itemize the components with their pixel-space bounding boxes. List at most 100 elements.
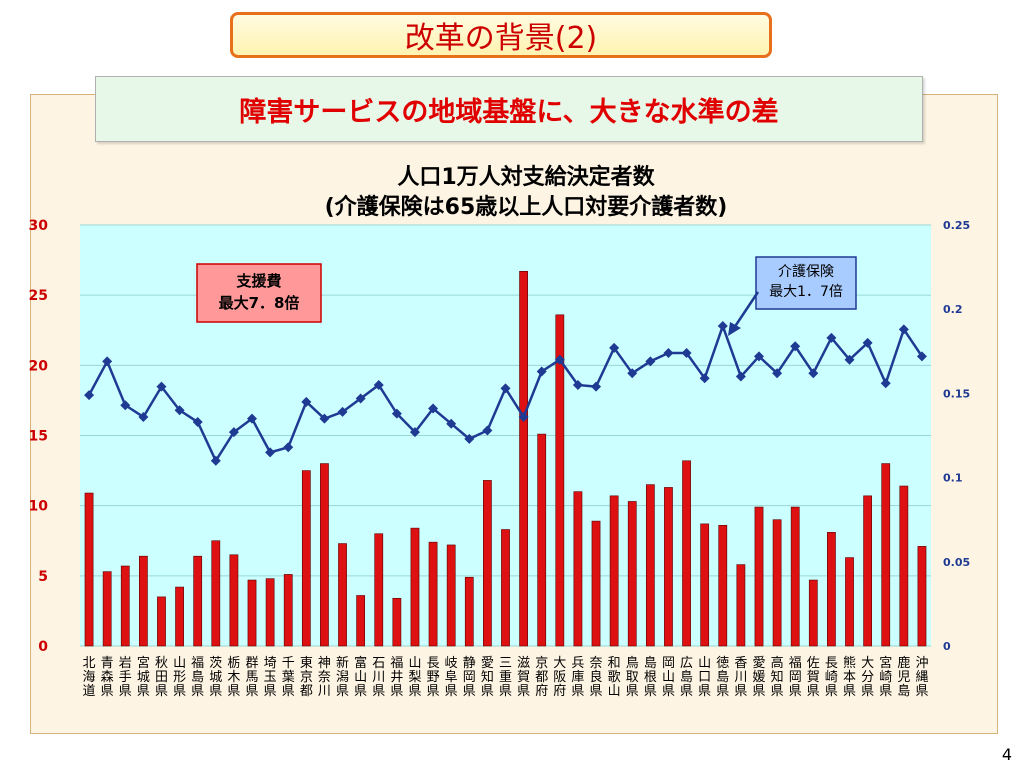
category-label: 県 xyxy=(390,684,403,699)
category-label: 山 xyxy=(662,670,675,685)
annotation-arrowhead xyxy=(728,322,741,336)
category-label: 愛 xyxy=(752,656,765,671)
category-label: 島 xyxy=(680,670,693,685)
bar xyxy=(627,501,637,647)
category-label: 栃 xyxy=(227,656,240,671)
line-point xyxy=(464,433,475,444)
category-label: 県 xyxy=(915,684,928,699)
category-label: 県 xyxy=(825,684,838,699)
category-label: 県 xyxy=(264,684,277,699)
bar xyxy=(356,595,366,647)
category-label: 県 xyxy=(101,684,114,699)
line-point xyxy=(862,337,873,348)
category-label: 県 xyxy=(408,684,421,699)
category-label: 知 xyxy=(771,669,784,685)
bar xyxy=(827,532,836,647)
category-label: 野 xyxy=(427,670,440,685)
category-label: 県 xyxy=(517,684,530,699)
bar xyxy=(464,576,474,647)
bar xyxy=(700,523,710,647)
bar xyxy=(446,544,456,647)
category-label: 北 xyxy=(83,656,96,671)
category-label: 県 xyxy=(843,684,856,699)
line-point xyxy=(663,347,674,358)
line-point xyxy=(337,406,348,417)
category-label: 県 xyxy=(372,684,385,699)
category-label: 川 xyxy=(734,670,747,685)
line-point xyxy=(518,411,529,422)
category-label: 取 xyxy=(626,670,639,685)
line-point xyxy=(808,368,819,379)
line-point xyxy=(210,455,221,466)
line-point xyxy=(717,321,728,332)
bar xyxy=(754,506,764,647)
category-label: 山 xyxy=(408,656,421,671)
line-point xyxy=(84,390,95,401)
bar xyxy=(320,463,329,647)
bar xyxy=(175,586,184,647)
bar xyxy=(120,565,130,647)
category-label: 城 xyxy=(209,670,222,685)
category-label: 県 xyxy=(155,684,168,699)
line-point xyxy=(645,356,656,367)
annotation-arrow xyxy=(732,291,760,329)
bar xyxy=(664,487,673,647)
bar xyxy=(899,485,909,647)
category-label: 海 xyxy=(83,670,96,685)
category-label: 府 xyxy=(553,684,566,699)
category-label: 分 xyxy=(861,670,874,685)
category-label: 根 xyxy=(644,670,657,685)
category-label: 長 xyxy=(825,656,838,671)
category-label: 岐 xyxy=(445,656,458,671)
category-label: 都 xyxy=(535,670,548,685)
line-point xyxy=(428,403,439,414)
category-label: 県 xyxy=(789,684,802,699)
category-label: 滋 xyxy=(517,656,530,671)
bar xyxy=(519,271,528,647)
bar xyxy=(537,433,547,647)
category-label: 新 xyxy=(336,655,349,671)
category-label: 口 xyxy=(698,670,711,685)
right-axis-tick-label: 0 xyxy=(943,640,951,653)
category-label: 県 xyxy=(481,684,494,699)
category-label: 馬 xyxy=(246,670,259,685)
category-label: 形 xyxy=(173,670,186,685)
bar xyxy=(247,579,257,647)
right-axis-tick-label: 0.1 xyxy=(943,472,963,485)
bar xyxy=(84,492,94,647)
category-label: 福 xyxy=(191,656,204,671)
category-label: 山 xyxy=(354,670,367,685)
category-label: 福 xyxy=(789,656,802,671)
line-point xyxy=(500,383,511,394)
annotation-text: 支援費 xyxy=(235,272,281,290)
line-point xyxy=(826,332,837,343)
category-label: 県 xyxy=(445,684,458,699)
category-label: 福 xyxy=(390,656,403,671)
category-label: 和 xyxy=(608,656,621,671)
category-label: 木 xyxy=(227,670,240,685)
line-point xyxy=(482,425,493,436)
bar xyxy=(410,527,420,647)
line-point xyxy=(916,351,927,362)
category-label: 埼 xyxy=(264,656,277,671)
category-label: 群 xyxy=(246,656,259,671)
category-label: 広 xyxy=(680,656,693,671)
category-label: 県 xyxy=(626,684,639,699)
category-label: 県 xyxy=(246,684,259,699)
category-label: 佐 xyxy=(807,656,820,671)
category-label: 児 xyxy=(897,670,910,685)
category-label: 井 xyxy=(390,670,403,685)
bar xyxy=(338,543,347,647)
bar xyxy=(863,495,873,647)
category-label: 大 xyxy=(553,656,566,671)
category-label: 本 xyxy=(843,670,856,685)
category-label: 府 xyxy=(535,684,548,699)
category-label: 潟 xyxy=(336,670,349,685)
category-label: 大 xyxy=(861,656,874,671)
bar xyxy=(301,470,311,647)
line-point xyxy=(138,411,149,422)
category-label: 県 xyxy=(698,684,711,699)
category-label: 岡 xyxy=(789,670,802,685)
line-point xyxy=(283,442,294,453)
category-label: 奈 xyxy=(590,656,603,671)
